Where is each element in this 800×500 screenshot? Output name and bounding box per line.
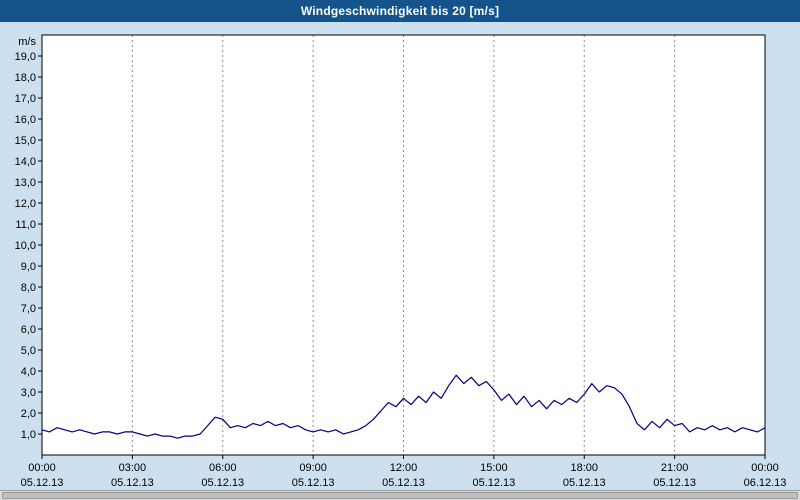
- y-tick-label: 17,0: [15, 93, 36, 105]
- y-tick-label: 2,0: [21, 408, 36, 420]
- x-tick-date-label: 05.12.13: [292, 477, 335, 489]
- x-tick-time-label: 03:00: [119, 462, 147, 474]
- y-tick-label: 19,0: [15, 51, 36, 63]
- x-tick-date-label: 05.12.13: [382, 477, 425, 489]
- x-tick-time-label: 06:00: [209, 462, 237, 474]
- y-tick-label: 18,0: [15, 72, 36, 84]
- x-tick-date-label: 05.12.13: [111, 477, 154, 489]
- x-tick-time-label: 12:00: [390, 462, 418, 474]
- y-tick-label: 15,0: [15, 135, 36, 147]
- y-tick-label: 3,0: [21, 387, 36, 399]
- x-tick-date-label: 05.12.13: [201, 477, 244, 489]
- x-tick-date-label: 06.12.13: [744, 477, 787, 489]
- y-axis: 1,0 2,0 3,0 4,0 5,0 6,0 7,0 8,0 9,0 10,0 11,0 12,0 1…: [15, 36, 42, 441]
- x-tick-date-label: 05.12.13: [563, 477, 606, 489]
- horizontal-scrollbar-thumb[interactable]: [2, 492, 798, 499]
- y-tick-label: 12,0: [15, 198, 36, 210]
- chart-area: 1,0 2,0 3,0 4,0 5,0 6,0 7,0 8,0 9,0 10,0 11,0 12,0 1…: [0, 22, 800, 490]
- y-tick-label: 11,0: [15, 219, 36, 231]
- chart-title-bar: Windgeschwindigkeit bis 20 [m/s]: [0, 0, 800, 22]
- y-tick-label: 6,0: [21, 324, 36, 336]
- wind-speed-chart: 1,0 2,0 3,0 4,0 5,0 6,0 7,0 8,0 9,0 10,0 11,0 12,0 1…: [15, 34, 787, 489]
- y-tick-label: 13,0: [15, 177, 36, 189]
- x-tick-time-label: 09:00: [299, 462, 327, 474]
- x-tick-time-label: 00:00: [751, 462, 779, 474]
- y-tick-label: 8,0: [21, 282, 36, 294]
- y-tick-label: 1,0: [21, 429, 36, 441]
- wind-speed-series-line: [41, 374, 766, 439]
- gridlines: [131, 35, 676, 455]
- x-tick-date-label: 05.12.13: [472, 477, 515, 489]
- horizontal-scrollbar[interactable]: [0, 490, 800, 500]
- chart-title: Windgeschwindigkeit bis 20 [m/s]: [300, 4, 500, 18]
- y-tick-label: 14,0: [15, 156, 36, 168]
- x-tick-time-label: 15:00: [480, 462, 508, 474]
- x-axis: 00:00 05.12.13 03:00 05.12.13 06:00 05.12.13 0…: [21, 455, 787, 489]
- y-tick-label: 16,0: [15, 114, 36, 126]
- y-axis-unit-label: m/s: [18, 36, 36, 48]
- x-tick-time-label: 21:00: [661, 462, 689, 474]
- y-tick-label: 4,0: [21, 366, 36, 378]
- x-tick-time-label: 18:00: [570, 462, 598, 474]
- x-tick-date-label: 05.12.13: [653, 477, 696, 489]
- x-tick-time-label: 00:00: [28, 462, 56, 474]
- plot-border: [41, 34, 766, 456]
- y-tick-label: 5,0: [21, 345, 36, 357]
- y-tick-label: 9,0: [21, 261, 36, 273]
- y-tick-label: 10,0: [15, 240, 36, 252]
- y-tick-label: 7,0: [21, 303, 36, 315]
- x-tick-date-label: 05.12.13: [21, 477, 64, 489]
